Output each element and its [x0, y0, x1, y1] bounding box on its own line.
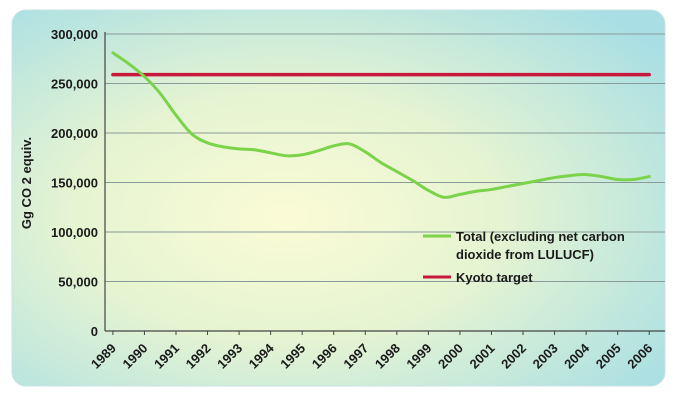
total-emissions-line	[111, 51, 651, 199]
legend-label: dioxide from LULUCF)	[456, 247, 594, 262]
chart-background	[11, 9, 666, 387]
y-tick-label: 150,000	[51, 176, 98, 191]
legend-label: Total (excluding net carbon	[456, 229, 625, 244]
y-tick-label: 50,000	[58, 275, 98, 290]
legend: Total (excluding net carbon dioxide from …	[423, 229, 625, 285]
y-tick-labels: 0 50,000 100,000 150,000 200,000 250,000 300,0…	[51, 27, 98, 339]
y-axis-title: Gg CO 2 equiv.	[19, 137, 34, 229]
axes	[104, 32, 665, 335]
y-tick-label: 250,000	[51, 77, 98, 92]
legend-label: Kyoto target	[456, 270, 533, 285]
y-tick-label: 300,000	[51, 27, 98, 42]
series	[111, 51, 651, 199]
y-tick-label: 200,000	[51, 126, 98, 141]
gridlines	[105, 33, 665, 282]
y-tick-label: 0	[91, 324, 98, 339]
y-tick-label: 100,000	[51, 225, 98, 240]
